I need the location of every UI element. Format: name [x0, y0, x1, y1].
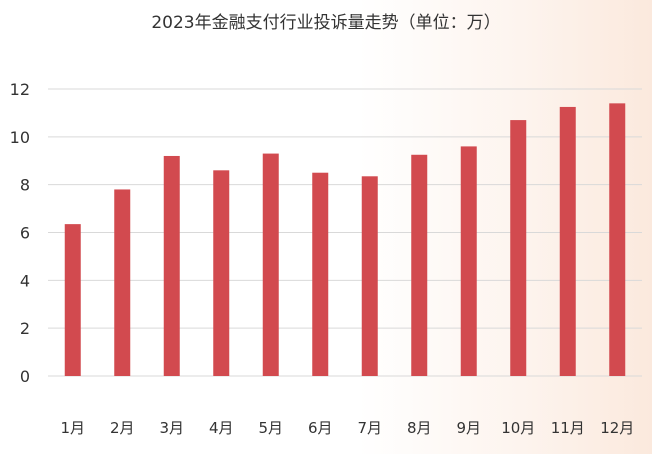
- y-axis-tick-labels: 0 2 4 6 8 10 12: [10, 80, 30, 386]
- y-tick-label: 10: [10, 128, 30, 147]
- x-tick-label: 4月: [209, 419, 234, 437]
- x-tick-label: 5月: [258, 419, 283, 437]
- chart-title: 2023年金融支付行业投诉量走势（单位：万）: [151, 13, 501, 33]
- bar-4月: [213, 170, 230, 376]
- bar-2月: [114, 189, 131, 376]
- x-tick-label: 8月: [407, 419, 432, 437]
- x-tick-label: 1月: [60, 419, 85, 437]
- x-tick-label: 9月: [456, 419, 481, 437]
- y-tick-label: 0: [20, 367, 30, 386]
- y-tick-label: 4: [20, 271, 30, 290]
- bar-6月: [312, 172, 329, 376]
- y-tick-label: 12: [10, 80, 30, 99]
- x-tick-label: 6月: [308, 419, 333, 437]
- x-tick-label: 10月: [501, 419, 535, 437]
- bar-8月: [411, 154, 428, 376]
- bar-12月: [609, 103, 626, 376]
- x-tick-label: 11月: [551, 419, 585, 437]
- bar-1月: [64, 224, 81, 376]
- x-axis-tick-labels: 1月 2月 3月 4月 5月 6月 7月 8月 9月 10月 11月 12月: [60, 419, 634, 437]
- y-tick-label: 6: [20, 224, 30, 243]
- bar-5月: [262, 153, 279, 376]
- bar-9月: [460, 146, 477, 376]
- bars: [64, 103, 626, 376]
- gridlines: [48, 88, 642, 377]
- x-tick-label: 3月: [159, 419, 184, 437]
- x-tick-label: 2月: [110, 419, 135, 437]
- bar-10月: [510, 120, 527, 376]
- bar-7月: [361, 176, 378, 376]
- bar-11月: [559, 106, 576, 376]
- y-tick-label: 8: [20, 176, 30, 195]
- y-tick-label: 2: [20, 319, 30, 338]
- x-tick-label: 7月: [357, 419, 382, 437]
- bar-3月: [163, 155, 180, 376]
- x-tick-label: 12月: [600, 419, 634, 437]
